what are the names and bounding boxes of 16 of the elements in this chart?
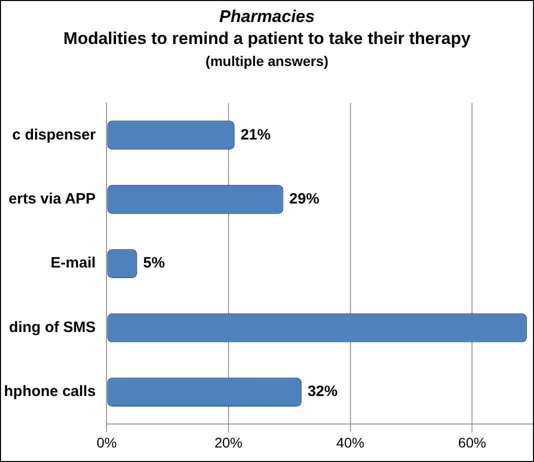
y-tick-label: erts via APP [8,190,96,208]
y-tick-label: hphone calls [4,383,96,400]
chart-subtitle: Modalities to remind a patient to take their therapy [62,29,472,49]
y-tick-label: ding of SMS [9,318,96,336]
data-label: 32% [308,383,338,400]
x-tick-label: 20% [214,434,243,450]
data-label: 29% [289,190,320,208]
x-tick-label: 0% [96,434,117,450]
chart-title: Pharmacies [218,7,316,27]
data-label: 5% [143,254,165,272]
text: (multiple answers) [204,53,330,69]
x-tick-label: 60% [458,434,486,450]
data-label: 21% [240,126,271,144]
y-tick-label: E-mail [50,254,96,272]
y-tick-label: c dispenser [12,126,96,144]
x-tick-label: 40% [336,434,364,450]
